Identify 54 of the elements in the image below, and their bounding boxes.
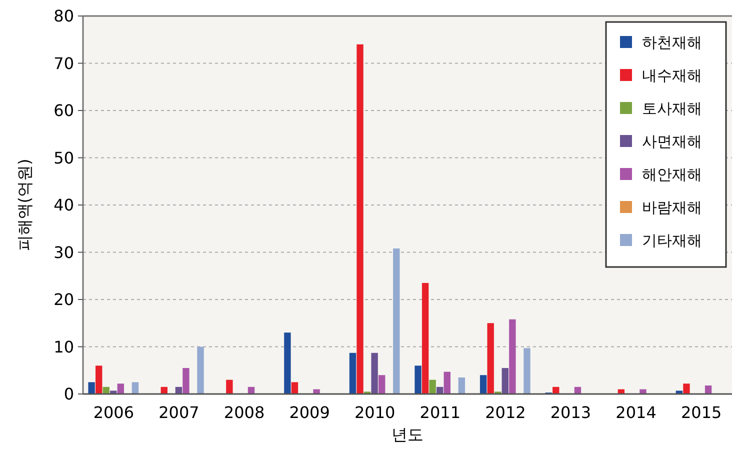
bar [378,375,386,394]
bar [509,319,516,394]
bar [349,352,356,394]
bar [487,323,494,394]
bar [524,348,530,394]
bar [458,377,466,394]
x-tick-label: 2007 [158,403,200,422]
bar [393,248,400,394]
legend-label: 내수재해 [642,66,702,84]
legend-label: 사면재해 [642,132,702,150]
bar [414,366,422,394]
y-tick-label: 30 [54,242,74,262]
bar [422,282,429,394]
y-axis-title: 피해액(억원) [15,158,34,252]
x-tick-label: 2011 [420,403,461,422]
bar [429,380,436,394]
bar [197,346,204,394]
legend-label: 토사재해 [642,99,702,118]
bar [704,385,712,394]
x-tick-label: 2006 [93,403,134,422]
legend-label: 기타재해 [642,231,702,250]
bar [480,375,487,394]
y-tick-label: 70 [54,54,74,73]
bar [182,368,190,394]
bar [226,380,233,394]
bar [291,382,298,394]
y-tick-label: 10 [54,337,74,356]
legend-label: 바람재해 [642,198,702,216]
x-tick-label: 2012 [485,403,526,422]
y-tick-label: 80 [54,6,74,26]
bar [371,352,378,394]
x-tick-label: 2015 [680,403,722,422]
y-tick-label: 40 [54,196,74,215]
bar [132,382,139,394]
y-tick-label: 20 [54,290,74,310]
bar [88,382,95,394]
x-tick-label: 2013 [550,403,592,422]
bar [117,384,124,394]
x-axis-title: 년도 [392,425,424,444]
bar [683,384,690,394]
x-tick-label: 2008 [224,403,265,422]
bar [284,332,291,394]
y-tick-label: 50 [54,148,74,168]
x-tick-label: 2010 [354,403,396,422]
x-tick-label: 2009 [289,403,330,422]
legend-label: 해안재해 [642,165,702,184]
bar [356,44,364,394]
y-tick-label: 0 [64,384,74,404]
bar [502,368,508,394]
legend-label: 하천재해 [642,33,702,52]
bar [96,366,102,394]
bar [444,372,450,394]
y-tick-label: 60 [54,101,74,120]
x-tick-label: 2014 [616,403,656,422]
